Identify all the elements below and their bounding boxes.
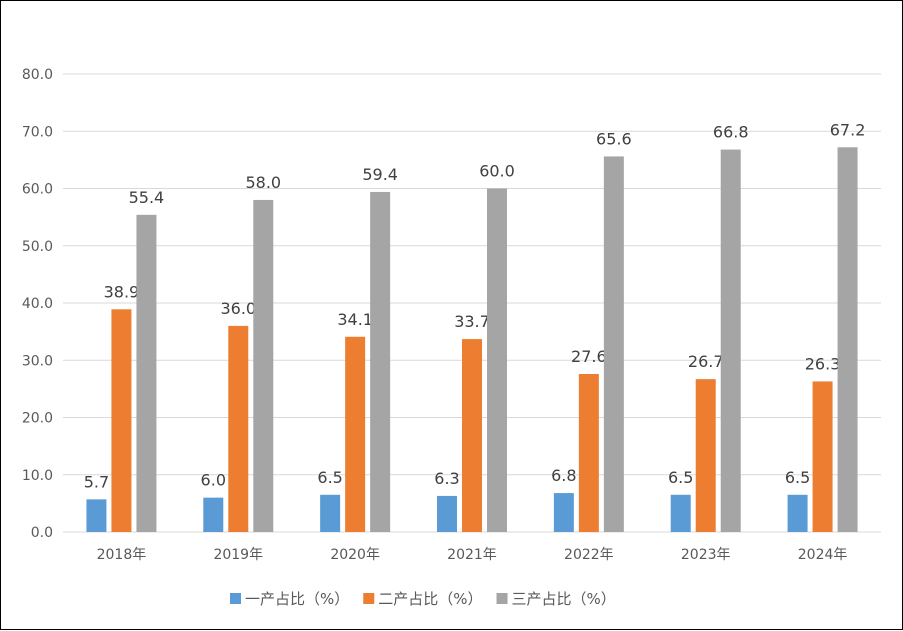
legend-label: 三产占比（%） xyxy=(512,590,616,608)
data-label: 59.4 xyxy=(362,165,398,184)
legend-label: 一产占比（%） xyxy=(245,590,349,608)
legend-swatch xyxy=(496,593,508,604)
bar xyxy=(603,156,624,532)
data-label: 5.7 xyxy=(84,472,109,491)
data-label: 34.1 xyxy=(337,310,373,329)
bar xyxy=(345,336,366,532)
bar xyxy=(437,495,457,532)
data-label: 60.0 xyxy=(479,162,515,181)
data-label: 6.3 xyxy=(434,469,459,488)
bar xyxy=(320,494,341,532)
x-tick-label: 2019年 xyxy=(213,547,263,563)
bar xyxy=(578,373,599,532)
y-tick-label: 50.0 xyxy=(22,239,53,255)
bar xyxy=(720,149,741,532)
data-label: 55.4 xyxy=(129,188,165,207)
x-tick-label: 2023年 xyxy=(681,547,731,563)
data-label: 6.5 xyxy=(668,468,693,487)
data-label: 6.0 xyxy=(201,471,226,490)
y-tick-label: 40.0 xyxy=(22,296,53,312)
bar xyxy=(670,494,691,532)
y-tick-label: 30.0 xyxy=(22,353,53,369)
bar xyxy=(370,191,391,532)
y-tick-label: 10.0 xyxy=(22,468,53,484)
bar xyxy=(136,214,157,532)
data-label: 33.7 xyxy=(454,312,490,331)
data-label: 6.5 xyxy=(785,468,810,487)
bar xyxy=(837,147,858,532)
legend-swatch xyxy=(230,593,241,604)
x-tick-label: 2024年 xyxy=(798,547,848,563)
data-label: 67.2 xyxy=(830,120,866,139)
data-label: 26.7 xyxy=(688,352,724,371)
legend-swatch xyxy=(363,593,375,604)
y-tick-label: 20.0 xyxy=(22,411,53,427)
bar xyxy=(812,381,833,532)
bar xyxy=(228,325,249,532)
legend-label: 二产占比（%） xyxy=(378,590,482,608)
data-label: 58.0 xyxy=(245,173,281,192)
data-label: 65.6 xyxy=(596,129,632,148)
bar xyxy=(462,339,482,532)
bar xyxy=(203,497,224,532)
bar xyxy=(86,499,107,532)
y-tick-label: 70.0 xyxy=(22,124,53,140)
bar xyxy=(487,188,507,532)
data-label: 66.8 xyxy=(713,123,749,142)
data-label: 38.9 xyxy=(104,282,140,301)
bar xyxy=(787,494,808,532)
data-label: 6.5 xyxy=(317,468,342,487)
x-tick-label: 2018年 xyxy=(97,547,147,563)
y-tick-label: 0.0 xyxy=(31,525,53,541)
bar xyxy=(111,309,132,532)
bar xyxy=(695,379,716,532)
data-label: 27.6 xyxy=(571,347,607,366)
x-tick-label: 2022年 xyxy=(564,547,614,563)
bar xyxy=(253,199,274,532)
bar xyxy=(553,493,574,532)
y-tick-label: 80.0 xyxy=(22,67,53,83)
x-tick-label: 2021年 xyxy=(447,547,497,563)
x-tick-label: 2020年 xyxy=(330,547,380,563)
y-tick-label: 60.0 xyxy=(22,182,53,198)
data-label: 26.3 xyxy=(805,354,841,373)
data-label: 36.0 xyxy=(220,299,256,318)
data-label: 6.8 xyxy=(551,466,576,485)
